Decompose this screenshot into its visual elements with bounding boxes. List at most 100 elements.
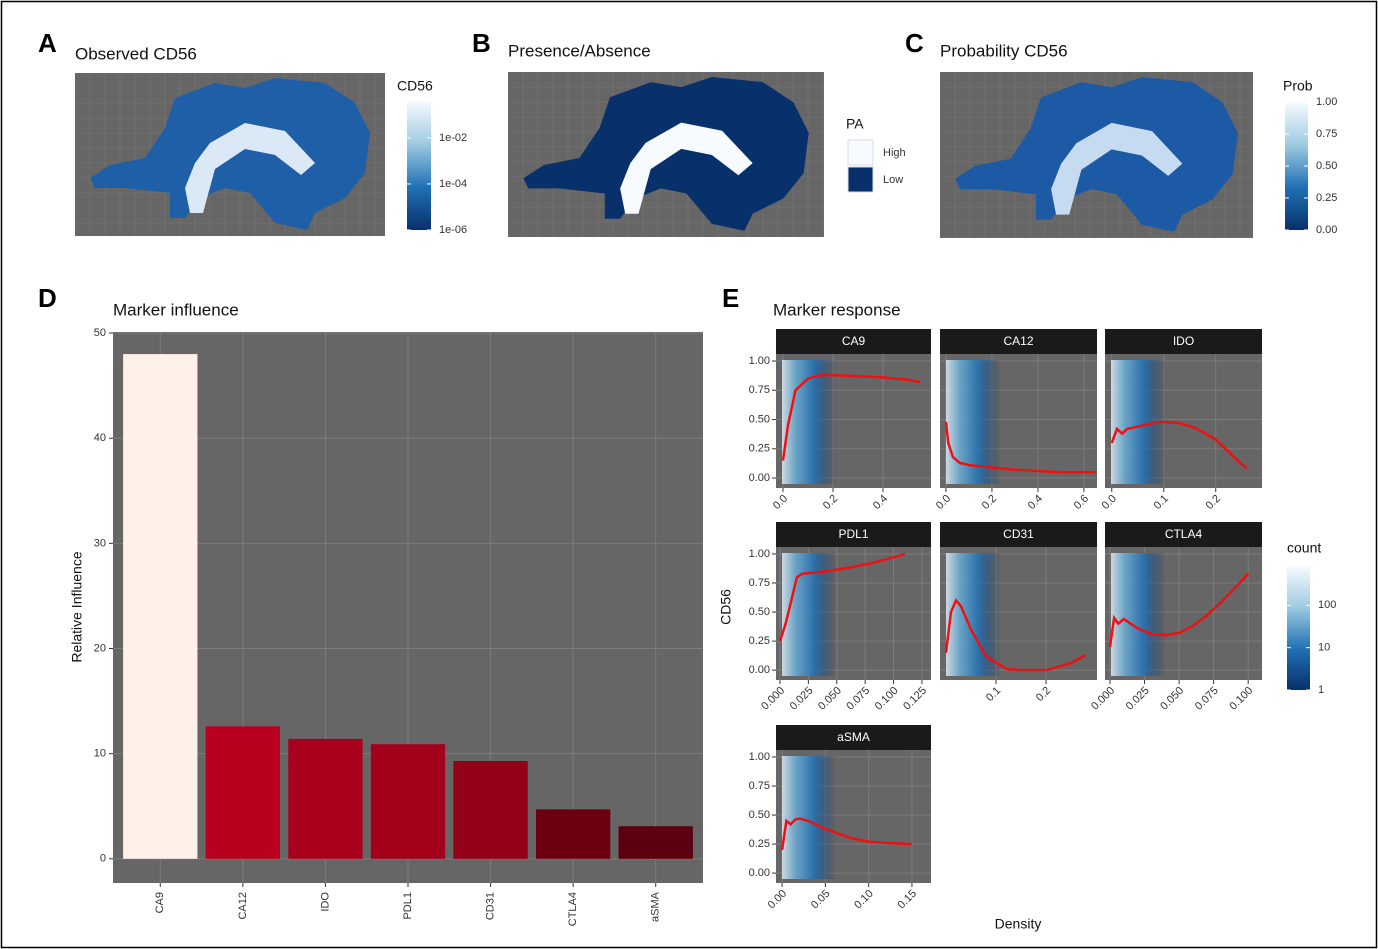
x-tick-label: CA9 [154, 892, 166, 913]
y-tick-label: 0.00 [749, 867, 770, 879]
x-tick-label: 0.050 [1158, 685, 1186, 713]
x-tick-label: 0.075 [1193, 685, 1221, 713]
x-axis-title: Density [995, 916, 1042, 932]
colorbar-label: 0.00 [1316, 224, 1337, 236]
x-tick-label: PDL1 [402, 892, 414, 920]
y-tick-label: 1.00 [749, 548, 770, 560]
x-tick-label: 0.2 [821, 493, 840, 512]
colorbar-label: 0.75 [1316, 128, 1337, 140]
x-tick-label: 0.000 [759, 685, 787, 713]
bar [536, 809, 610, 858]
y-tick-label: 0.50 [749, 606, 770, 618]
bar [619, 826, 693, 859]
colorbar-label: 100 [1318, 599, 1336, 611]
bar [288, 739, 362, 859]
legend-label: Low [883, 174, 903, 186]
legend-label: High [883, 147, 906, 159]
y-tick-label: 40 [94, 432, 106, 444]
x-tick-label: 0.1 [984, 685, 1003, 704]
page: AObserved CD56CD561e-021e-041e-06BPresen… [0, 0, 1378, 949]
x-tick-label: 0.10 [852, 888, 876, 912]
x-tick-label: 0.2 [1034, 685, 1053, 704]
colorbar-label: 1.00 [1316, 96, 1337, 108]
strip-label: CA12 [1003, 334, 1033, 348]
panel-letter: E [722, 283, 739, 313]
strip-label: CD31 [1003, 527, 1034, 541]
x-tick-label: 0.00 [766, 888, 790, 912]
panel-title: Probability CD56 [940, 41, 1068, 60]
y-tick-label: 1.00 [749, 751, 770, 763]
x-tick-label: 0.4 [1026, 493, 1045, 512]
x-tick-label: 0.2 [1204, 493, 1223, 512]
x-tick-label: 0.2 [980, 493, 999, 512]
panel-title: Observed CD56 [75, 44, 197, 63]
colorbar-label: 1 [1318, 684, 1324, 696]
y-tick-label: 0.75 [749, 384, 770, 396]
y-axis-title: Relative Influence [69, 551, 85, 663]
x-tick-label: 0.0 [934, 493, 953, 512]
legend-swatch [848, 140, 873, 165]
density-bins [782, 756, 836, 879]
legend-title: Prob [1283, 78, 1313, 94]
colorbar-label: 1e-02 [439, 132, 467, 144]
density-bins [1111, 553, 1166, 676]
strip-label: CA9 [842, 334, 866, 348]
x-tick-label: 0.000 [1089, 685, 1117, 713]
panel-letter: A [38, 28, 57, 58]
legend-title: PA [846, 116, 864, 132]
x-tick-label: 0.125 [901, 685, 929, 713]
panel-title: Marker response [773, 300, 901, 319]
y-tick-label: 0.00 [749, 472, 770, 484]
y-tick-label: 0.25 [749, 838, 770, 850]
x-tick-label: CD31 [484, 892, 496, 920]
panel-letter: B [472, 28, 491, 58]
y-tick-label: 10 [94, 748, 106, 760]
x-tick-label: IDO [319, 892, 331, 912]
density-bins [946, 553, 1001, 676]
y-tick-label: 0 [100, 853, 106, 865]
bar [371, 744, 445, 859]
panel-letter: D [38, 283, 57, 313]
x-tick-label: 0.100 [1227, 685, 1255, 713]
x-tick-label: CA12 [237, 892, 249, 920]
x-tick-label: 0.050 [816, 685, 844, 713]
strip-label: IDO [1173, 334, 1194, 348]
colorbar [407, 101, 431, 230]
colorbar [1287, 566, 1310, 690]
colorbar-label: 0.50 [1316, 160, 1337, 172]
x-tick-label: CTLA4 [567, 892, 579, 926]
panel-letter: C [905, 28, 924, 58]
strip-label: PDL1 [838, 527, 868, 541]
strip-label: CTLA4 [1165, 527, 1203, 541]
legend-swatch [848, 167, 873, 192]
x-tick-label: 0.4 [871, 493, 890, 512]
y-tick-label: 30 [94, 537, 106, 549]
legend-title: CD56 [397, 78, 433, 94]
y-tick-label: 1.00 [749, 355, 770, 367]
x-tick-label: 0.0 [771, 493, 790, 512]
panel-title: Presence/Absence [508, 41, 651, 60]
x-tick-label: 0.15 [895, 888, 919, 912]
y-tick-label: 0.25 [749, 443, 770, 455]
y-axis-title: CD56 [718, 589, 734, 625]
x-tick-label: 0.6 [1072, 493, 1091, 512]
y-tick-label: 0.50 [749, 809, 770, 821]
bar [453, 761, 527, 859]
figure: AObserved CD56CD561e-021e-041e-06BPresen… [0, 0, 1378, 949]
y-tick-label: 0.25 [749, 635, 770, 647]
y-tick-label: 20 [94, 642, 106, 654]
panel-title: Marker influence [113, 300, 239, 319]
x-tick-label: 0.05 [809, 888, 833, 912]
bar [123, 354, 197, 859]
strip-label: aSMA [837, 730, 870, 744]
y-tick-label: 0.00 [749, 664, 770, 676]
y-tick-label: 50 [94, 327, 106, 339]
legend-title: count [1287, 540, 1321, 556]
y-tick-label: 0.75 [749, 780, 770, 792]
x-tick-label: aSMA [650, 891, 662, 922]
x-tick-label: 0.025 [788, 685, 816, 713]
x-tick-label: 0.100 [873, 685, 901, 713]
colorbar-label: 0.25 [1316, 192, 1337, 204]
x-tick-label: 0.0 [1100, 493, 1119, 512]
bar [206, 726, 280, 858]
